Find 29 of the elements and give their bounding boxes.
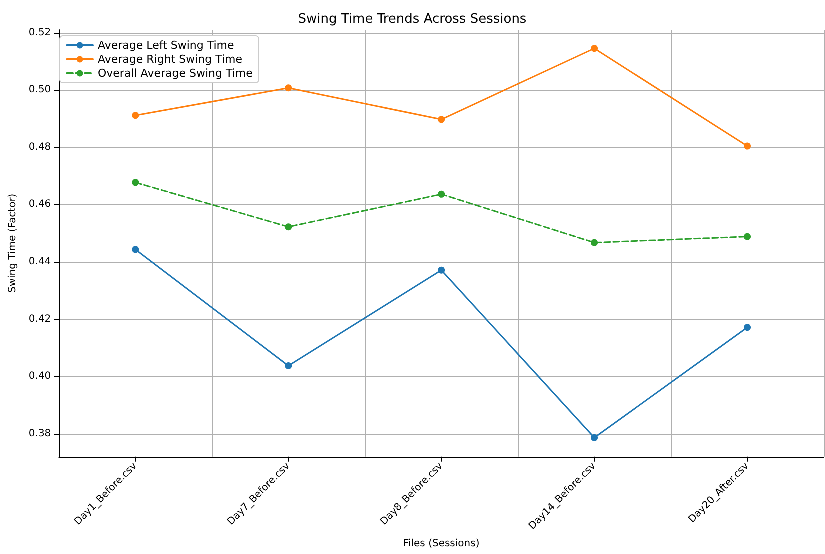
point: [744, 233, 752, 240]
y-tick-label: 0.42: [28, 314, 52, 325]
point: [744, 324, 752, 332]
y-tick-label: 0.40: [28, 371, 52, 382]
point: [591, 239, 598, 246]
y-tick-label: 0.46: [28, 199, 52, 210]
y-axis-title: Swing Time (Factor): [8, 194, 18, 294]
y-tick-label: 0.48: [28, 142, 52, 153]
legend-label: Overall Average Swing Time: [98, 67, 254, 80]
legend-label: Average Right Swing Time: [98, 53, 243, 66]
legend-label: Average Left Swing Time: [98, 39, 234, 52]
point: [438, 190, 446, 198]
point: [132, 179, 140, 186]
point: [438, 266, 446, 274]
point: [285, 362, 292, 370]
point: [438, 116, 446, 124]
x-axis-title: Files (Sessions): [403, 538, 480, 550]
point: [132, 246, 140, 254]
y-tick-label: 0.50: [28, 84, 52, 96]
point: [591, 45, 598, 52]
point: [591, 434, 598, 442]
point: [285, 224, 292, 231]
point: [132, 112, 140, 120]
point: [744, 142, 752, 150]
y-tick-label: 0.52: [28, 27, 52, 38]
y-tick-label: 0.44: [28, 256, 52, 268]
y-tick-label: 0.38: [28, 428, 52, 440]
chart-title: Swing Time Trends Across Sessions: [298, 12, 527, 27]
point: [285, 84, 292, 92]
